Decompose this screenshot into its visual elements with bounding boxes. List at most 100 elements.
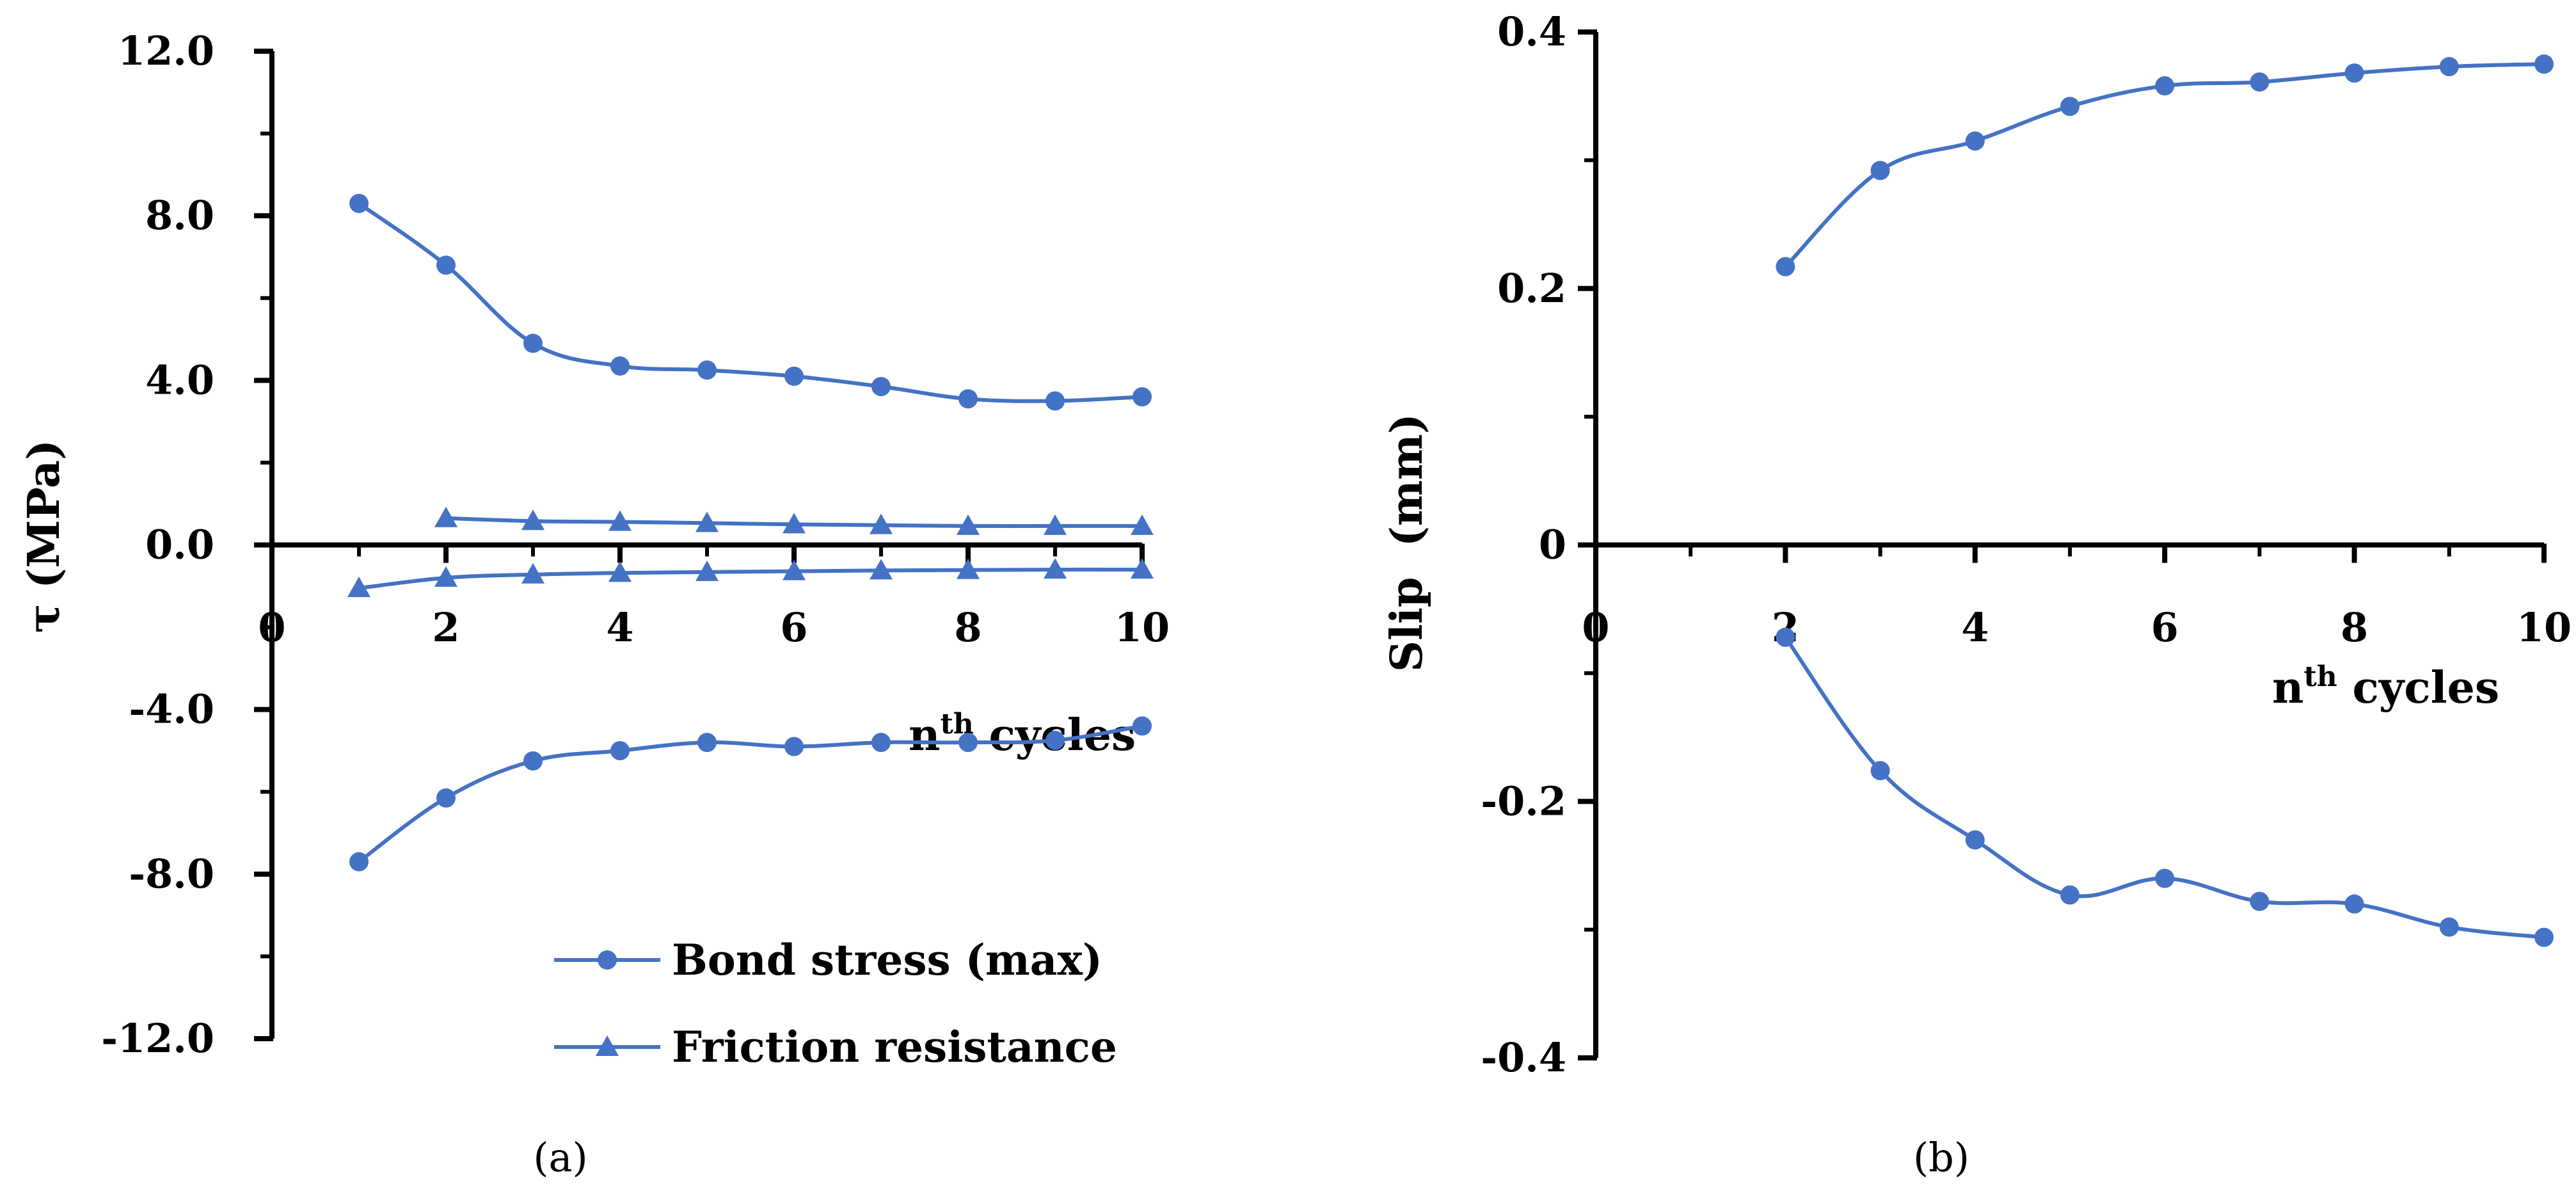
data-point-circle (2534, 54, 2554, 74)
data-point-triangle (957, 514, 980, 535)
data-point-circle (436, 255, 456, 275)
data-point-circle (1870, 761, 1890, 781)
x-tick-label-b: 10 (2516, 604, 2572, 651)
y-tick-label-b: 0.4 (1497, 8, 1566, 55)
data-point-circle (2439, 917, 2459, 937)
x-tick-label-a: 0 (258, 604, 285, 651)
x-axis-title-b-sup: th (2303, 660, 2337, 693)
x-axis-title-b-rest: cycles (2337, 662, 2499, 714)
data-point-triangle (696, 511, 719, 532)
data-point-circle (610, 740, 630, 760)
data-point-triangle (783, 513, 806, 534)
data-point-circle (2155, 76, 2175, 96)
data-point-triangle (870, 559, 893, 580)
data-point-circle (1046, 730, 1065, 750)
legend-label-friction: Friction resistance (672, 1022, 1117, 1072)
y-tick-label-a: 12.0 (118, 28, 214, 74)
data-point-circle (2439, 57, 2459, 77)
x-tick-label-b: 8 (2341, 604, 2368, 651)
data-point-triangle (1131, 514, 1154, 535)
series-line-a-3 (358, 568, 1143, 590)
data-point-circle (2060, 97, 2079, 116)
data-point-triangle (783, 559, 806, 580)
data-point-circle (523, 333, 543, 353)
x-axis-title-b-n: n (2272, 662, 2303, 714)
data-point-circle (958, 389, 978, 409)
data-point-triangle (1044, 514, 1067, 535)
data-point-circle (871, 376, 891, 396)
data-point-circle (523, 751, 543, 771)
data-point-triangle (1044, 558, 1067, 579)
series-line-a-1 (358, 724, 1143, 863)
legend-marker-circle (598, 950, 617, 970)
data-point-circle (2344, 63, 2364, 83)
chart-panel-a: τ (MPa) nth cycles (a) Bond stress (max)… (19, 28, 1170, 1181)
legend: Bond stress (max) Friction resistance (554, 935, 1117, 1072)
y-axis-title-a: τ (MPa) (19, 440, 70, 633)
panel-label-a: (a) (533, 1134, 587, 1181)
y-tick-label-a: 0.0 (145, 522, 214, 568)
y-tick-label-a: 4.0 (145, 356, 214, 403)
data-point-circle (1046, 391, 1065, 411)
data-point-triangle (957, 558, 980, 579)
y-tick-label-a: 8.0 (145, 192, 214, 239)
data-point-triangle (608, 510, 632, 531)
data-point-circle (2344, 894, 2364, 914)
x-tick-label-b: 6 (2151, 604, 2179, 651)
y-tick-label-a: -12.0 (101, 1015, 214, 1062)
data-point-circle (1133, 716, 1152, 736)
data-point-circle (436, 788, 456, 808)
data-point-triangle (521, 563, 545, 584)
data-point-circle (349, 193, 369, 213)
data-point-triangle (347, 577, 370, 598)
y-axis-title-b: Slip (mm) (1381, 413, 1433, 672)
data-point-circle (1870, 161, 1890, 180)
data-point-circle (610, 356, 630, 376)
x-tick-label-b: 4 (1961, 604, 1989, 651)
x-tick-label-a: 6 (780, 604, 807, 651)
data-point-circle (1133, 387, 1152, 407)
data-point-circle (2250, 891, 2270, 911)
y-tick-label-a: -4.0 (129, 686, 214, 733)
data-point-circle (784, 366, 804, 386)
data-point-circle (1776, 257, 1795, 276)
x-axis-title-a-n: n (909, 710, 940, 761)
data-point-circle (2534, 927, 2554, 947)
x-tick-label-b: 0 (1582, 604, 1609, 651)
data-point-circle (2250, 72, 2270, 92)
x-tick-label-a: 8 (954, 604, 982, 651)
data-point-triangle (1131, 558, 1154, 579)
x-axis-title-a: nth cycles (909, 708, 1136, 761)
data-point-circle (2060, 885, 2079, 905)
y-tick-label-a: -8.0 (129, 851, 214, 897)
data-point-circle (2155, 868, 2175, 888)
y-tick-label-b: 0.2 (1497, 265, 1566, 312)
data-point-circle (1965, 830, 1985, 850)
x-axis-title-b: nth cycles (2272, 660, 2499, 714)
data-point-triangle (870, 513, 893, 534)
y-tick-label-b: -0.2 (1481, 778, 1566, 824)
data-point-circle (1776, 627, 1795, 647)
data-point-triangle (521, 509, 545, 531)
panel-label-b: (b) (1913, 1134, 1969, 1181)
data-point-circle (697, 733, 717, 753)
data-point-circle (1965, 131, 1985, 151)
data-point-circle (697, 360, 717, 380)
x-tick-label-a: 4 (606, 604, 633, 651)
legend-label-bond-stress: Bond stress (max) (672, 935, 1102, 985)
data-point-triangle (434, 506, 457, 527)
legend-marker-triangle (596, 1035, 619, 1056)
data-point-circle (958, 733, 978, 753)
data-point-triangle (434, 566, 457, 587)
chart-panel-b: Slip (mm) nth cycles (b) 0.4 0.2 0 -0.2 -0.4… (1381, 8, 2572, 1181)
x-tick-label-a: 10 (1115, 604, 1170, 651)
y-tick-label-b: 0 (1539, 522, 1566, 568)
data-point-circle (349, 852, 369, 872)
data-point-circle (871, 733, 891, 753)
data-point-triangle (608, 561, 632, 582)
x-tick-label-a: 2 (432, 604, 459, 651)
data-point-triangle (696, 560, 719, 581)
y-tick-label-b: -0.4 (1481, 1034, 1566, 1081)
data-point-circle (784, 737, 804, 756)
